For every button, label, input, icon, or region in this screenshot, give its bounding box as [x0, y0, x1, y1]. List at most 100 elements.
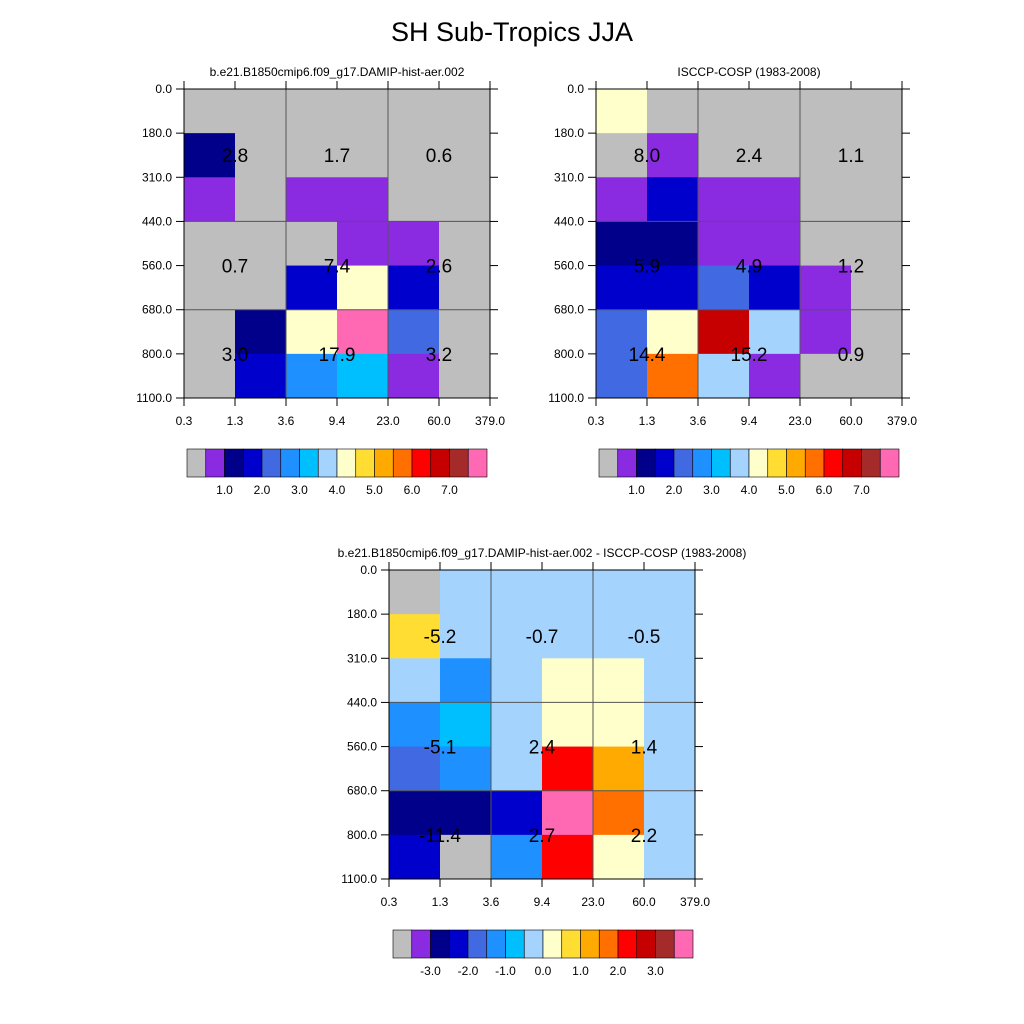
colorbar-label: 1.0 [628, 483, 645, 497]
heatmap-cell [440, 790, 492, 836]
colorbar-swatch [655, 929, 675, 959]
heatmap-cell [286, 177, 338, 222]
block-value-label: 15.2 [731, 345, 768, 366]
heatmap-cell [235, 309, 287, 355]
block-value-label: 3.0 [222, 345, 248, 366]
heatmap-cell [388, 353, 440, 399]
block-value-label: 7.4 [324, 257, 351, 278]
panel-title: ISCCP-COSP (1983-2008) [677, 65, 820, 79]
heatmap-cell [851, 89, 903, 134]
heatmap-panel-obs: 0.0 180.0 310.0 440.0 560.0 680.0 800.0 1100.0 0… [548, 65, 917, 428]
heatmap-cell [593, 790, 645, 836]
y-tick-label: 440.0 [554, 214, 584, 228]
colorbar-swatch [430, 929, 450, 959]
heatmap-cell [440, 614, 492, 659]
heatmap-cell [698, 89, 750, 134]
block-value-label: 1.7 [324, 146, 350, 167]
heatmap-cell [647, 265, 699, 311]
heatmap-cell [491, 658, 543, 703]
x-tick-label: 9.4 [329, 414, 346, 428]
y-tick-label: 1100.0 [548, 391, 584, 405]
heatmap-cell [337, 309, 389, 355]
heatmap-cell [542, 746, 594, 792]
heatmap-cell [440, 746, 492, 792]
colorbar-swatch [598, 929, 619, 959]
y-tick-label: 680.0 [554, 303, 584, 317]
y-tick-label: 440.0 [347, 695, 377, 709]
heatmap-cell [749, 133, 801, 178]
heatmap-cell [647, 309, 699, 355]
heatmap-cell [749, 177, 801, 222]
colorbar-swatch [186, 448, 207, 478]
colorbar-swatch [861, 448, 881, 478]
heatmap-cell [851, 133, 903, 178]
heatmap-cell [698, 265, 750, 311]
heatmap-cell [698, 177, 750, 222]
heatmap-cell [749, 265, 801, 311]
colorbar-label: 7.0 [441, 483, 458, 497]
heatmap-cell [184, 221, 236, 267]
colorbar-label: 5.0 [366, 483, 383, 497]
heatmap-cell [800, 221, 852, 267]
heatmap-cell [491, 790, 543, 836]
x-tick-label: 0.3 [176, 414, 193, 428]
heatmap-cell [389, 790, 441, 836]
heatmap-cell [491, 702, 543, 748]
colorbar-label: 6.0 [404, 483, 421, 497]
heatmap-cell [644, 570, 696, 615]
colorbar-swatch [317, 448, 338, 478]
colorbar-swatch [654, 448, 675, 478]
block-value-label: 0.6 [426, 146, 452, 167]
colorbar-swatch [786, 448, 806, 478]
heatmap-cell [698, 353, 750, 399]
heatmap-cell [286, 133, 338, 178]
colorbar-swatch [580, 929, 600, 959]
heatmap-cell [800, 265, 852, 311]
colorbar-swatch [486, 929, 506, 959]
colorbar-label: 0.0 [535, 964, 552, 978]
heatmap-cell [542, 570, 594, 615]
heatmap-cell [647, 133, 699, 178]
colorbar-swatch [392, 448, 413, 478]
heatmap-cell [184, 89, 236, 134]
heatmap-cell [491, 834, 543, 880]
x-tick-label: 1.3 [639, 414, 656, 428]
y-tick-label: 1100.0 [136, 391, 172, 405]
block-value-label: -5.1 [424, 738, 457, 759]
y-tick-label: 680.0 [347, 784, 377, 798]
colorbar-swatch [636, 448, 656, 478]
y-tick-label: 180.0 [142, 126, 172, 140]
colorbar-swatch [411, 448, 432, 478]
heatmap-cell [644, 834, 696, 880]
heatmap-cell [235, 353, 287, 399]
heatmap-cell [800, 133, 852, 178]
colorbar-swatch [767, 448, 787, 478]
heatmap-cell [593, 658, 645, 703]
heatmap-cell [286, 221, 338, 267]
heatmap-cell [698, 221, 750, 267]
heatmap-cell [439, 177, 491, 222]
figure-title: SH Sub-Tropics JJA [390, 17, 634, 47]
heatmap-cell [337, 133, 389, 178]
heatmap-cell [593, 614, 645, 659]
colorbar-swatch [261, 448, 282, 478]
heatmap-cell [644, 702, 696, 748]
heatmap-cell [235, 89, 287, 134]
heatmap-cell [542, 658, 594, 703]
colorbar-swatch [280, 448, 300, 478]
heatmap-cell [647, 177, 699, 222]
heatmap-cell [235, 133, 287, 178]
colorbar-label: 7.0 [853, 483, 870, 497]
heatmap-cell [286, 89, 338, 134]
colorbar-swatch [336, 448, 357, 478]
heatmap-cell [337, 221, 389, 267]
heatmap-cell [388, 133, 440, 178]
heatmap-cell [596, 89, 648, 134]
heatmap-cell [389, 614, 441, 659]
block-value-label: 2.6 [426, 257, 452, 278]
x-tick-label: 60.0 [839, 414, 863, 428]
heatmap-cell [337, 265, 389, 311]
heatmap-cell [491, 746, 543, 792]
colorbar-swatch [467, 929, 488, 959]
